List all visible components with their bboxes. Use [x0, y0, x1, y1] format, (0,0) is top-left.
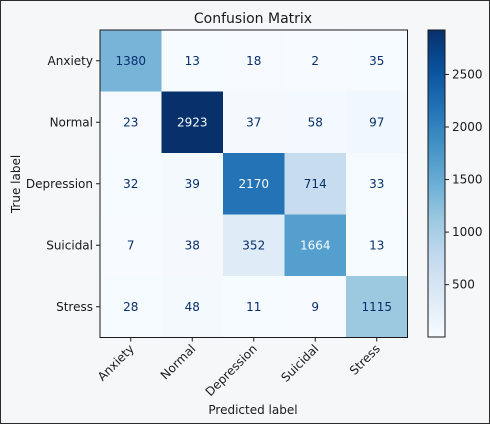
cell-value-label: 7: [127, 238, 135, 252]
cell-value-label: 1380: [115, 54, 146, 68]
y-axis-title: True label: [9, 155, 23, 214]
cell-value-label: 11: [246, 300, 261, 314]
y-tick-label: Anxiety: [48, 54, 93, 68]
heatmap-cell: [223, 91, 285, 154]
cell-value-label: 97: [369, 115, 384, 129]
heatmap-cell: [284, 30, 347, 92]
heatmap-cell: [100, 276, 162, 338]
heatmap-cell: [346, 153, 408, 215]
heatmap-cell: [161, 214, 224, 277]
cell-value-label: 2: [311, 54, 319, 68]
y-tick-label: Normal: [50, 115, 93, 129]
heatmap-cell: [223, 30, 285, 92]
colorbar-tick-label: 1000: [452, 225, 483, 239]
colorbar-gradient: [427, 29, 446, 338]
heatmap-cells: [99, 29, 408, 338]
heatmap-cell: [100, 30, 162, 92]
y-tick-label: Stress: [56, 300, 93, 314]
heatmap-cell: [223, 153, 285, 215]
x-tick-label: Depression: [203, 342, 260, 399]
cell-value-label: 38: [185, 238, 200, 252]
x-tick-label: Anxiety: [95, 342, 137, 384]
colorbar-tick-label: 500: [452, 278, 475, 292]
heatmap-cell: [346, 30, 408, 92]
x-tick-label: Normal: [158, 342, 199, 383]
colorbar: 500 1000 1500 2000 2500: [427, 29, 483, 338]
chart-title: Confusion Matrix: [194, 11, 312, 27]
cell-value-label: 2923: [177, 115, 208, 129]
colorbar-tick-label: 2000: [452, 120, 483, 134]
heatmap-cell: [100, 153, 162, 215]
cell-value-label: 1664: [300, 238, 331, 252]
heatmap-cell: [161, 276, 224, 338]
cell-value-label: 28: [123, 300, 138, 314]
x-axis-ticks: Anxiety Normal Depression Suicidal Stress: [95, 337, 383, 399]
cell-value-label: 18: [246, 54, 261, 68]
cell-value-label: 23: [123, 115, 138, 129]
heatmap-cell: [284, 276, 347, 338]
cell-value-label: 39: [185, 177, 200, 191]
heatmap-cell: [284, 153, 347, 215]
cell-value-label: 35: [369, 54, 384, 68]
cell-value-label: 1115: [361, 300, 392, 314]
cell-value-label: 352: [242, 238, 265, 252]
cell-value-label: 48: [185, 300, 200, 314]
colorbar-tick-label: 1500: [452, 173, 483, 187]
x-tick-label: Suicidal: [278, 342, 321, 385]
cell-value-label: 2170: [238, 177, 269, 191]
heatmap-cell: [161, 153, 224, 215]
x-tick-label: Stress: [347, 342, 383, 378]
cell-value-label: 13: [369, 238, 384, 252]
heatmap-cell: [223, 276, 285, 338]
heatmap-cell: [284, 214, 347, 277]
cell-value-label: 37: [246, 115, 261, 129]
heatmap-cell: [346, 214, 408, 277]
heatmap-cell: [346, 276, 408, 338]
cell-value-label: 9: [311, 300, 319, 314]
heatmap-cell: [346, 91, 408, 154]
cell-value-label: 32: [123, 177, 138, 191]
cell-value-label: 13: [185, 54, 200, 68]
heatmap-cell: [223, 214, 285, 277]
heatmap-cell: [100, 214, 162, 277]
heatmap-cell: [284, 91, 347, 154]
heatmap-cell: [161, 30, 224, 92]
cell-value-label: 58: [308, 115, 323, 129]
heatmap-cell: [161, 91, 224, 154]
y-axis-ticks: Anxiety Normal Depression Suicidal Stress: [26, 54, 100, 314]
x-axis-title: Predicted label: [208, 403, 297, 417]
cell-value-label: 33: [369, 177, 384, 191]
y-tick-label: Suicidal: [46, 238, 93, 252]
heatmap-cell-labels: 1380 13 18 2 35 23 2923 37 58 97 32 39 2170 714 33 7 38 3…: [115, 54, 392, 314]
colorbar-tick-label: 2500: [452, 67, 483, 81]
heatmap-cell: [100, 91, 162, 154]
cell-value-label: 714: [304, 177, 327, 191]
y-tick-label: Depression: [26, 177, 93, 191]
